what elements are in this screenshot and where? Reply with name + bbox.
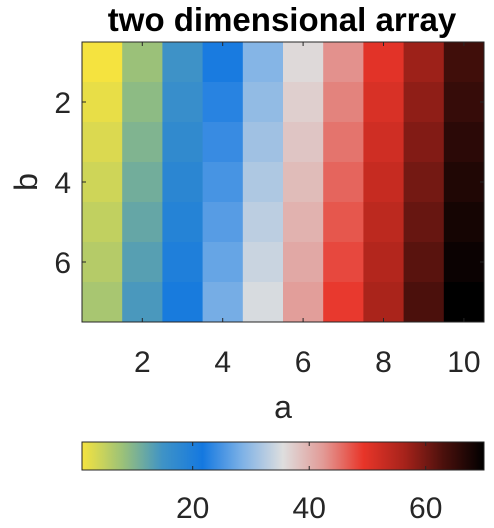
chart-title: two dimensional array bbox=[108, 1, 457, 38]
x-tick-label: 2 bbox=[134, 346, 151, 379]
heatmap-cell bbox=[323, 122, 364, 163]
colorbar-tick-label: 40 bbox=[293, 492, 326, 525]
heatmap-cell bbox=[162, 242, 204, 283]
colorbar-ticks: 20 40 60 bbox=[176, 442, 442, 525]
heatmap-cell bbox=[122, 282, 163, 323]
colorbar bbox=[81, 441, 485, 471]
heatmap-cell bbox=[242, 202, 284, 243]
heatmap-cell bbox=[323, 42, 364, 83]
heatmap-cell bbox=[283, 162, 324, 203]
heatmap-cell bbox=[443, 82, 485, 123]
x-axis-ticks: 2 4 6 8 10 bbox=[134, 42, 481, 379]
heatmap-cell bbox=[122, 202, 163, 243]
heatmap-cell bbox=[323, 202, 364, 243]
heatmap-cell bbox=[242, 162, 284, 203]
heatmap-cell bbox=[403, 82, 445, 123]
heatmap-cell bbox=[122, 162, 163, 203]
x-tick-label: 8 bbox=[375, 346, 392, 379]
heatmap-cell bbox=[363, 242, 405, 283]
colorbar-tick-label: 60 bbox=[409, 492, 442, 525]
heatmap-cell bbox=[82, 82, 123, 123]
heatmap-cell bbox=[283, 282, 324, 323]
heatmap-cell bbox=[242, 122, 284, 163]
heatmap-cell bbox=[283, 122, 324, 163]
heatmap-cell bbox=[162, 162, 204, 203]
heatmap-cell bbox=[323, 242, 364, 283]
heatmap-cell bbox=[443, 162, 485, 203]
heatmap-cell bbox=[443, 242, 485, 283]
heatmap-cell bbox=[363, 122, 405, 163]
heatmap-cell bbox=[122, 242, 163, 283]
heatmap-cell bbox=[122, 122, 163, 163]
heatmap-cell bbox=[162, 202, 204, 243]
heatmap-cell bbox=[363, 282, 405, 323]
heatmap-cell bbox=[242, 82, 284, 123]
heatmap-cell bbox=[363, 42, 405, 83]
heatmap-cell bbox=[283, 82, 324, 123]
heatmap-cell bbox=[443, 202, 485, 243]
heatmap-cell bbox=[82, 162, 123, 203]
heatmap-cell bbox=[202, 242, 244, 283]
x-tick-label: 6 bbox=[295, 346, 312, 379]
heatmap-cell bbox=[162, 282, 204, 323]
heatmap-cell bbox=[323, 282, 364, 323]
heatmap-cell bbox=[363, 202, 405, 243]
heatmap-cell bbox=[202, 122, 244, 163]
colorbar-tick-label: 20 bbox=[176, 492, 209, 525]
heatmap-cell bbox=[403, 282, 445, 323]
heatmap-cell bbox=[162, 82, 204, 123]
x-tick-label: 10 bbox=[447, 346, 480, 379]
heatmap-cell bbox=[283, 202, 324, 243]
heatmap-cell bbox=[283, 42, 324, 83]
y-axis-label: b bbox=[8, 173, 44, 191]
y-tick-label: 2 bbox=[54, 87, 71, 120]
heatmap-cell bbox=[202, 42, 244, 83]
y-tick-label: 4 bbox=[54, 167, 71, 200]
heatmap-cell bbox=[443, 282, 485, 323]
heatmap-cell bbox=[403, 202, 445, 243]
heatmap-cell bbox=[202, 162, 244, 203]
heatmap-cell bbox=[162, 42, 204, 83]
heatmap-cell bbox=[82, 42, 123, 83]
heatmap-cell bbox=[82, 282, 123, 323]
heatmap-cell bbox=[323, 82, 364, 123]
heatmap-cell bbox=[202, 202, 244, 243]
heatmap-cell bbox=[162, 122, 204, 163]
y-tick-label: 6 bbox=[54, 247, 71, 280]
heatmap-cell bbox=[363, 162, 405, 203]
heatmap-cell bbox=[242, 42, 284, 83]
heatmap-cell bbox=[403, 242, 445, 283]
y-axis-ticks: 2 4 6 bbox=[54, 87, 484, 280]
x-tick-label: 4 bbox=[214, 346, 231, 379]
heatmap-cell bbox=[202, 82, 244, 123]
heatmap-cell bbox=[403, 162, 445, 203]
heatmap-cell bbox=[82, 242, 123, 283]
heatmap-cell bbox=[82, 122, 123, 163]
heatmap-cell bbox=[82, 202, 123, 243]
heatmap-cell bbox=[403, 122, 445, 163]
heatmap-cell bbox=[323, 162, 364, 203]
heatmap-cell bbox=[443, 122, 485, 163]
heatmap-cell bbox=[202, 282, 244, 323]
heatmap-cell bbox=[122, 82, 163, 123]
heatmap-cell bbox=[443, 42, 485, 83]
x-axis-label: a bbox=[274, 389, 292, 425]
heatmap-cell bbox=[242, 242, 284, 283]
heatmap-cell bbox=[283, 242, 324, 283]
heatmap-cell bbox=[242, 282, 284, 323]
heatmap-cell bbox=[363, 82, 405, 123]
heatmap-cells bbox=[82, 42, 485, 323]
heatmap-cell bbox=[122, 42, 163, 83]
heatmap-cell bbox=[403, 42, 445, 83]
